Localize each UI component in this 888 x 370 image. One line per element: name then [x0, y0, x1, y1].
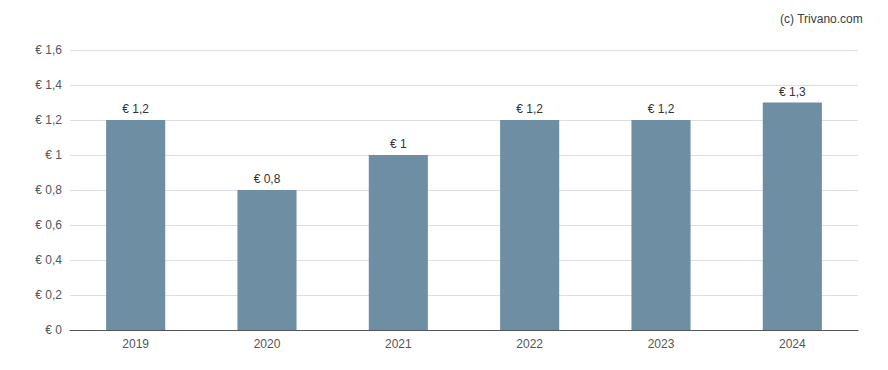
svg-text:€ 0,8: € 0,8	[35, 183, 62, 197]
svg-text:(c) Trivano.com: (c) Trivano.com	[780, 12, 863, 26]
svg-text:€ 0,4: € 0,4	[35, 253, 62, 267]
svg-text:2024: 2024	[779, 337, 806, 351]
svg-text:2020: 2020	[254, 337, 281, 351]
svg-text:2022: 2022	[516, 337, 543, 351]
svg-text:€ 1,2: € 1,2	[35, 113, 62, 127]
svg-text:2023: 2023	[648, 337, 675, 351]
svg-text:2019: 2019	[122, 337, 149, 351]
svg-text:€ 0,2: € 0,2	[35, 288, 62, 302]
svg-text:2021: 2021	[385, 337, 412, 351]
svg-text:€ 1,6: € 1,6	[35, 43, 62, 57]
svg-text:€ 1: € 1	[390, 137, 407, 151]
svg-text:€ 1: € 1	[45, 148, 62, 162]
svg-text:€ 0,8: € 0,8	[254, 172, 281, 186]
svg-text:€ 1,2: € 1,2	[516, 102, 543, 116]
svg-text:€ 1,3: € 1,3	[779, 85, 806, 99]
svg-text:€ 0: € 0	[45, 323, 62, 337]
svg-text:€ 0,6: € 0,6	[35, 218, 62, 232]
svg-text:€ 1,4: € 1,4	[35, 78, 62, 92]
svg-text:€ 1,2: € 1,2	[648, 102, 675, 116]
svg-text:€ 1,2: € 1,2	[122, 102, 149, 116]
